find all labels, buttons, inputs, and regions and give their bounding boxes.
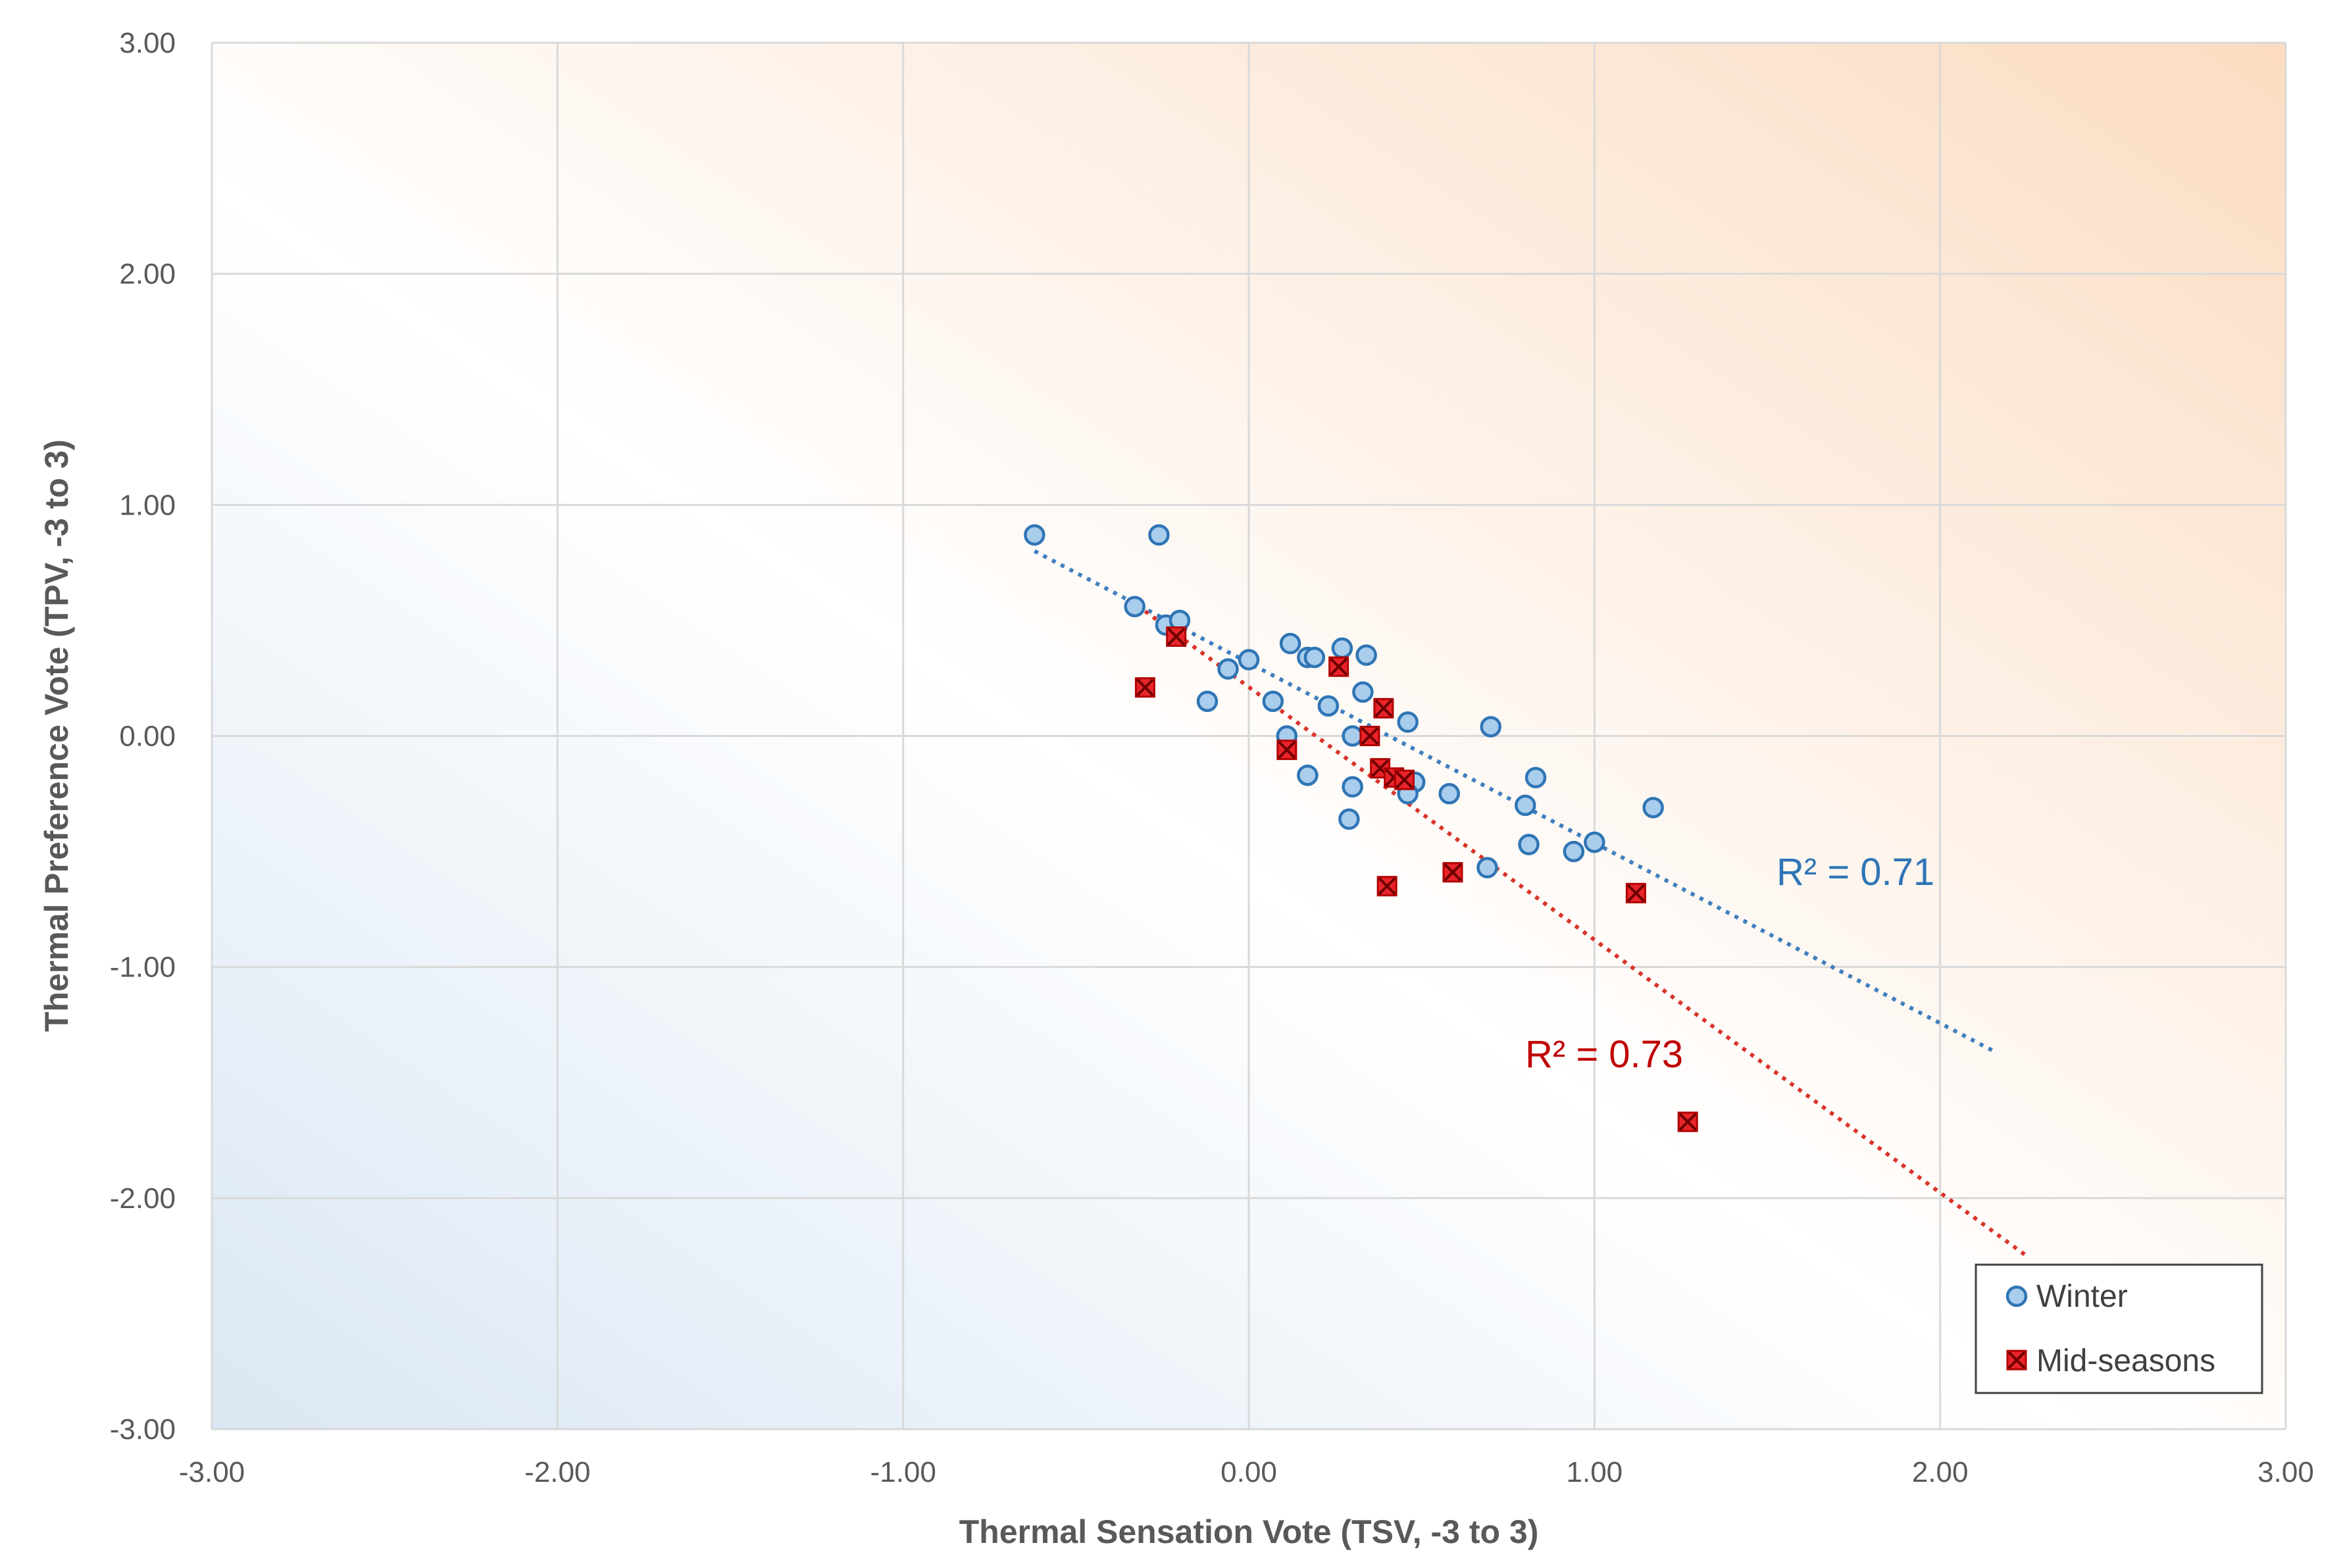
mid-seasons-point: [1359, 726, 1380, 746]
winter-point: [1352, 681, 1374, 703]
winter-point: [1563, 840, 1585, 863]
winter-point: [1196, 690, 1219, 713]
winter-point: [1148, 524, 1170, 546]
mid-seasons-point: [1394, 769, 1415, 790]
mid-seasons-point: [1442, 862, 1463, 883]
legend-winter-label: Winter: [2036, 1279, 2128, 1314]
winter-point: [1584, 831, 1605, 853]
mid-seasons-r2-label: R² = 0.73: [1525, 1033, 1683, 1076]
x-tick-label: 1.00: [1567, 1456, 1623, 1488]
winter-trendline: [1033, 549, 1993, 1052]
y-tick-label: 1.00: [119, 489, 176, 521]
winter-point: [1342, 725, 1363, 747]
winter-point: [1397, 711, 1419, 733]
y-axis-title: Thermal Preference Vote (TPV, -3 to 3): [38, 440, 75, 1032]
legend-winter-marker: [2005, 1285, 2028, 1307]
mid-seasons-point: [1134, 677, 1155, 698]
y-tick-label: 2.00: [119, 258, 176, 290]
mid-seasons-point: [1376, 876, 1398, 897]
winter-point: [1238, 649, 1260, 670]
winter-point: [1355, 644, 1377, 666]
y-tick-label: -1.00: [110, 951, 176, 984]
x-tick-label: 3.00: [2257, 1456, 2314, 1488]
winter-point: [1303, 646, 1326, 669]
mid-seasons-point: [1373, 697, 1394, 719]
winter-point: [1024, 524, 1046, 546]
winter-point: [1515, 794, 1536, 817]
winter-point: [1279, 632, 1301, 655]
winter-point: [1338, 808, 1360, 830]
winter-point: [1124, 595, 1146, 618]
x-tick-label: -3.00: [179, 1456, 245, 1488]
winter-point: [1642, 797, 1664, 819]
legend: Winter Mid-seasons: [1975, 1263, 2263, 1394]
mid-seasons-point: [1677, 1111, 1698, 1132]
winter-r2-label: R² = 0.71: [1776, 851, 1934, 894]
mid-seasons-point: [1328, 656, 1349, 677]
x-tick-label: -2.00: [524, 1456, 590, 1488]
y-tick-label: -3.00: [110, 1413, 176, 1446]
winter-point: [1217, 658, 1239, 680]
winter-point: [1480, 716, 1501, 738]
winter-point: [1476, 857, 1498, 878]
tick-labels: -3.00 -2.00 -1.00 0.00 1.00 2.00 3.00 -3.00 -2.0…: [110, 27, 2314, 1488]
mid-seasons-point: [1625, 882, 1646, 903]
x-tick-label: 0.00: [1221, 1456, 1277, 1488]
legend-mid-seasons-label: Mid-seasons: [2036, 1344, 2215, 1378]
winter-point: [1317, 695, 1340, 717]
y-tick-label: -2.00: [110, 1182, 176, 1215]
winter-point: [1262, 690, 1284, 713]
winter-point: [1438, 783, 1460, 805]
winter-point: [1518, 834, 1540, 855]
x-axis-title: Thermal Sensation Vote (TSV, -3 to 3): [959, 1513, 1539, 1550]
legend-box: [1975, 1263, 2263, 1394]
x-tick-label: 2.00: [1912, 1456, 1969, 1488]
winter-point: [1342, 776, 1363, 798]
trendlines: [1033, 549, 2028, 1258]
legend-mid-seasons-marker: [2006, 1350, 2027, 1371]
mid-seasons-trendline: [1144, 609, 2028, 1258]
winter-point: [1331, 637, 1353, 659]
winter-point: [1297, 764, 1319, 786]
mid-seasons-point: [1166, 626, 1187, 647]
data-points: [1024, 524, 1698, 1132]
x-tick-label: -1.00: [870, 1456, 936, 1488]
y-tick-label: 0.00: [119, 721, 176, 753]
mid-seasons-point: [1276, 740, 1297, 761]
grid: [211, 41, 2287, 1430]
winter-point: [1524, 767, 1547, 788]
y-tick-label: 3.00: [119, 27, 176, 59]
